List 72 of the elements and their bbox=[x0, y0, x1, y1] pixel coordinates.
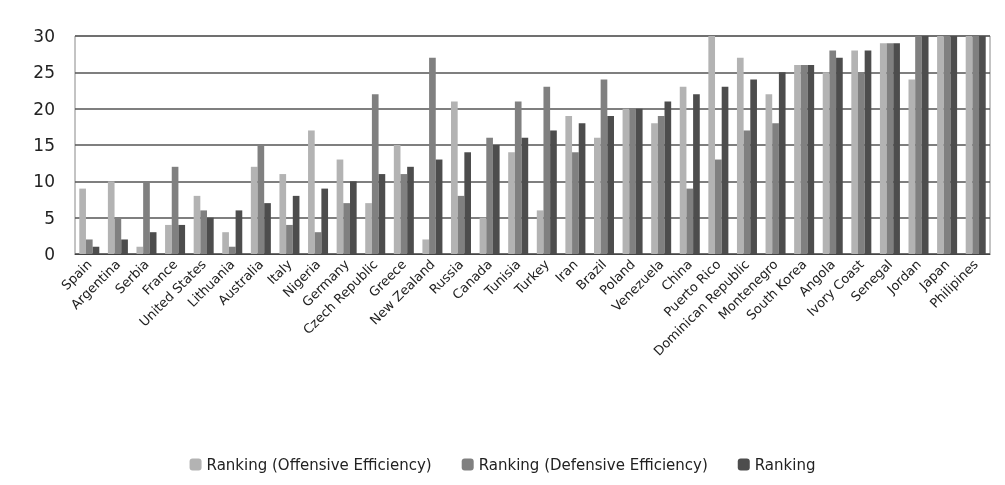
bar bbox=[222, 232, 229, 254]
bar bbox=[79, 188, 86, 254]
bar bbox=[314, 232, 322, 254]
bar bbox=[508, 152, 515, 254]
bar bbox=[136, 246, 144, 254]
bar bbox=[743, 130, 751, 254]
bar bbox=[800, 65, 808, 254]
bar bbox=[857, 72, 865, 254]
bar bbox=[772, 123, 779, 254]
bar bbox=[629, 108, 636, 254]
bar bbox=[422, 239, 430, 254]
y-tick-label: 20 bbox=[33, 98, 55, 119]
y-tick-label: 25 bbox=[33, 62, 55, 83]
bar bbox=[228, 246, 236, 254]
bar bbox=[171, 166, 179, 254]
bar bbox=[972, 36, 980, 254]
bar bbox=[879, 43, 887, 254]
bar bbox=[657, 115, 665, 254]
bar bbox=[107, 181, 115, 254]
bar bbox=[794, 65, 801, 254]
bar bbox=[343, 203, 350, 254]
bar bbox=[679, 86, 687, 254]
bar bbox=[965, 36, 973, 254]
y-tick-label: 15 bbox=[33, 135, 55, 155]
bar bbox=[651, 123, 658, 254]
bar bbox=[593, 137, 601, 254]
bar bbox=[536, 210, 544, 254]
bar bbox=[937, 36, 944, 254]
bar bbox=[908, 79, 916, 254]
bar bbox=[85, 239, 93, 254]
bar bbox=[822, 72, 830, 254]
bar bbox=[371, 94, 379, 254]
bar bbox=[686, 188, 694, 254]
legend-label: Ranking bbox=[754, 455, 816, 474]
bar bbox=[193, 195, 201, 254]
bar bbox=[915, 36, 922, 254]
bar bbox=[851, 50, 858, 254]
bar bbox=[565, 115, 573, 254]
bar bbox=[708, 36, 716, 254]
bar bbox=[829, 50, 837, 254]
bar bbox=[143, 181, 150, 254]
bar bbox=[543, 86, 551, 254]
bar bbox=[279, 174, 287, 254]
y-tick-label: 30 bbox=[33, 26, 55, 46]
bar bbox=[451, 101, 458, 254]
bar bbox=[622, 108, 630, 254]
bar bbox=[165, 224, 172, 254]
bar bbox=[200, 210, 208, 254]
bar bbox=[250, 166, 258, 254]
bar bbox=[286, 224, 293, 254]
bar bbox=[514, 101, 522, 254]
bar bbox=[736, 57, 744, 254]
bar bbox=[572, 152, 579, 254]
bar bbox=[365, 203, 372, 254]
bar bbox=[308, 130, 315, 254]
y-tick-label: 5 bbox=[44, 207, 55, 228]
bar bbox=[486, 137, 493, 254]
bar bbox=[457, 195, 465, 254]
legend-label: Ranking (Offensive Efficiency) bbox=[206, 455, 432, 474]
bar bbox=[429, 57, 436, 254]
y-tick-label: 0 bbox=[44, 244, 55, 264]
bar bbox=[400, 174, 408, 254]
legend-label: Ranking (Defensive Efficiency) bbox=[478, 455, 708, 474]
bar bbox=[336, 159, 344, 254]
bar bbox=[257, 145, 265, 254]
bar bbox=[765, 94, 773, 254]
bar bbox=[715, 159, 722, 254]
bar bbox=[600, 79, 608, 254]
bar bbox=[393, 145, 401, 254]
bar bbox=[943, 36, 951, 254]
bar bbox=[886, 43, 894, 254]
y-tick-label: 10 bbox=[33, 171, 55, 192]
